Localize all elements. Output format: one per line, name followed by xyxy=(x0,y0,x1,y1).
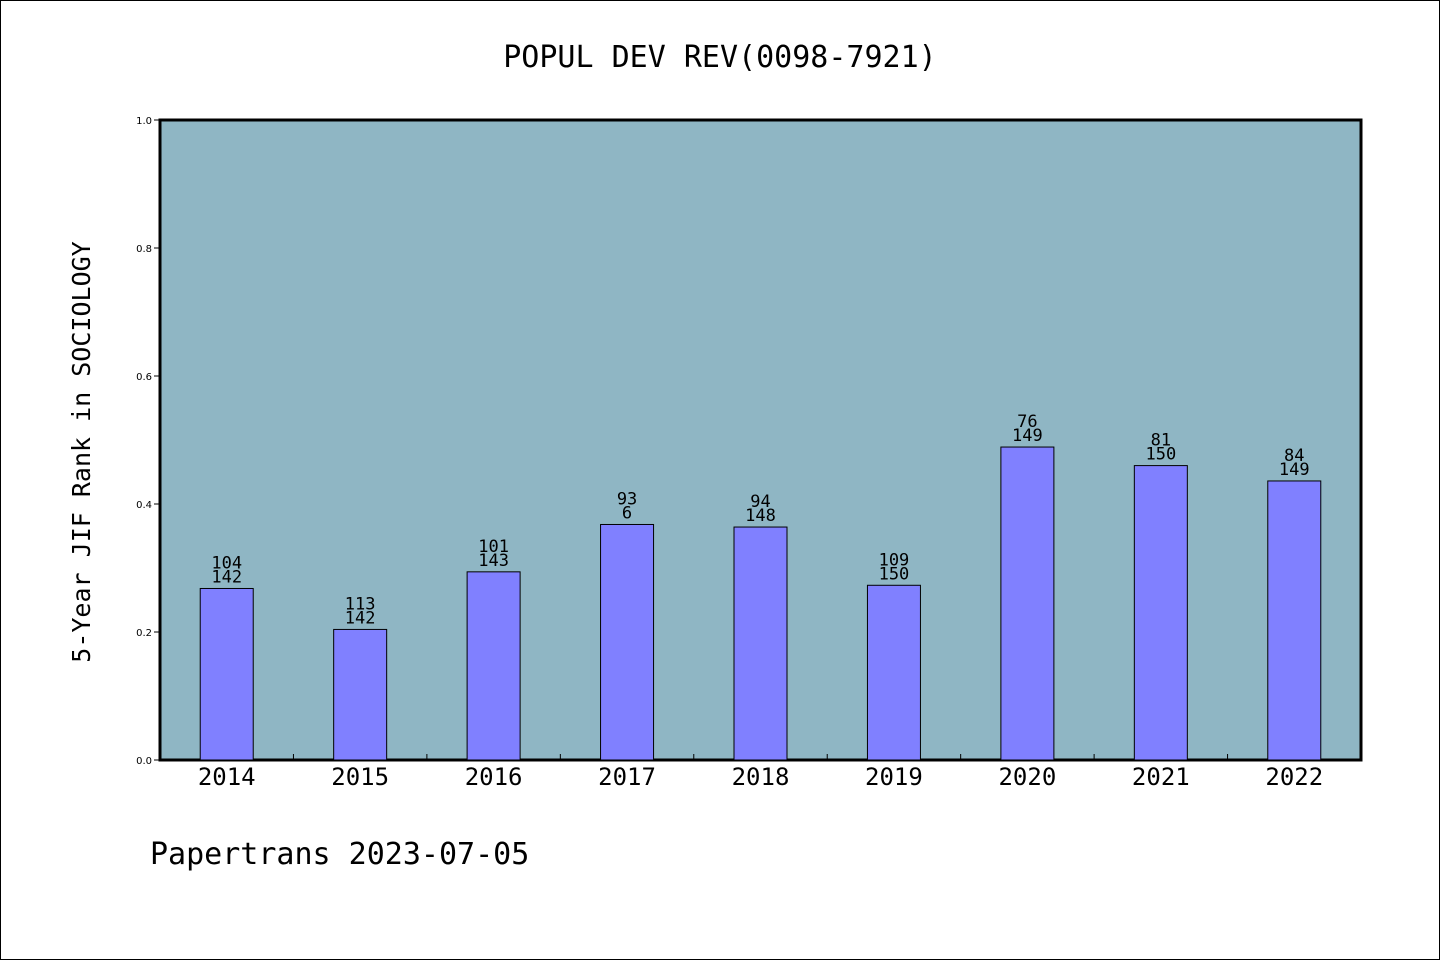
y-tick-label: 0.6 xyxy=(136,372,152,383)
y-tick-label: 0.0 xyxy=(136,756,152,767)
x-tick-label: 2016 xyxy=(465,763,523,791)
bar-label-bottom: 148 xyxy=(745,506,776,526)
x-tick-label: 2014 xyxy=(198,763,256,791)
x-ticks: 2014 2015 2016 2017 2018 2019 2020 2021 2022 xyxy=(198,754,1323,791)
bar xyxy=(1000,446,1055,761)
x-tick-label: 2020 xyxy=(998,763,1056,791)
y-axis-label: 5-Year JIF Rank in SOCIOLOGY xyxy=(67,241,96,662)
x-tick-label: 2018 xyxy=(732,763,790,791)
bar-label-top: 76 xyxy=(1017,412,1037,432)
bar-label-top: 84 xyxy=(1284,446,1304,466)
bar-label-bottom: 149 xyxy=(1279,460,1310,480)
bar-label-bottom: 149 xyxy=(1012,426,1043,446)
x-tick-label: 2022 xyxy=(1265,763,1323,791)
bar-label-top: 109 xyxy=(879,550,910,570)
bar xyxy=(466,571,521,761)
bar-label-bottom: 142 xyxy=(345,608,376,628)
bar xyxy=(333,628,388,761)
bar-label-top: 94 xyxy=(750,492,770,512)
bar-label-bottom: 6 xyxy=(622,503,632,523)
x-tick-label: 2017 xyxy=(598,763,656,791)
bar-label-top: 93 xyxy=(617,489,637,509)
bar xyxy=(866,584,921,761)
bar xyxy=(1133,465,1188,761)
x-tick-label: 2015 xyxy=(331,763,389,791)
x-tick-label: 2019 xyxy=(865,763,923,791)
y-tick-label: 0.4 xyxy=(136,500,152,511)
bar xyxy=(199,587,254,761)
bar xyxy=(1267,480,1322,761)
chart-title: POPUL DEV REV(0098-7921) xyxy=(503,40,936,75)
bar-label-bottom: 143 xyxy=(478,551,509,571)
y-tick-label: 0.2 xyxy=(136,628,152,639)
bar-label-bottom: 150 xyxy=(1145,445,1176,465)
bar xyxy=(600,523,655,761)
bar-label-top: 81 xyxy=(1151,431,1171,451)
x-tick-label: 2021 xyxy=(1132,763,1190,791)
bar-label-bottom: 150 xyxy=(879,564,910,584)
footer-text: Papertrans 2023-07-05 xyxy=(150,837,529,872)
bar-label-top: 101 xyxy=(478,537,509,557)
bar-label-bottom: 142 xyxy=(211,567,242,587)
bar-label-top: 113 xyxy=(345,594,376,614)
bar xyxy=(733,526,788,761)
y-tick-label: 1.0 xyxy=(136,116,152,127)
y-ticks: 0.0 0.2 0.4 0.6 0.8 1.0 xyxy=(136,116,160,767)
y-tick-label: 0.8 xyxy=(136,244,152,255)
bar-label-top: 104 xyxy=(211,553,242,573)
